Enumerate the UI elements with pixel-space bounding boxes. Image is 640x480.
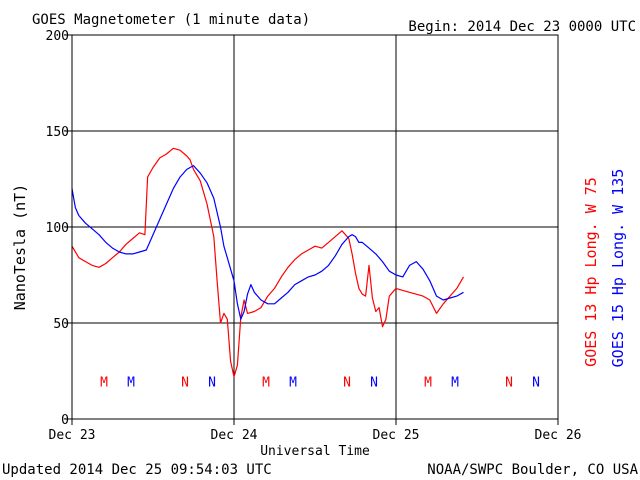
midnight-marker: M [127, 375, 135, 390]
y-tick-label: 0 [61, 413, 69, 428]
noon-marker: N [505, 375, 513, 390]
noon-marker: N [181, 375, 189, 390]
y-axis-label: NanoTesla (nT) [11, 184, 29, 310]
x-tick-label: Dec 26 [535, 428, 582, 443]
x-axis-label: Universal Time [260, 444, 370, 459]
noon-marker: N [343, 375, 351, 390]
legend-goes15: GOES 15 Hp Long. W 135 [609, 169, 627, 368]
x-tick-label: Dec 25 [373, 428, 420, 443]
y-tick-label: 50 [53, 317, 69, 332]
plot-grid [72, 35, 558, 419]
noon-marker: N [532, 375, 540, 390]
midnight-marker: M [262, 375, 270, 390]
updated-time: Updated 2014 Dec 25 09:54:03 UTC [2, 462, 272, 478]
series-line-goes15 [71, 165, 464, 320]
y-tick-label: 100 [46, 221, 69, 236]
x-tick-label: Dec 24 [211, 428, 258, 443]
begin-time: Begin: 2014 Dec 23 0000 UTC [408, 19, 636, 35]
credit-text: NOAA/SWPC Boulder, CO USA [427, 462, 638, 478]
midnight-marker: M [424, 375, 432, 390]
axis-ticks: 0 50 100 150 200 Dec 23 Dec 24 Dec 25 Dec 26 [46, 29, 582, 443]
y-tick-label: 200 [46, 29, 69, 44]
y-tick-label: 150 [46, 125, 69, 140]
midnight-marker: M [100, 375, 108, 390]
noon-marker: N [208, 375, 216, 390]
noon-marker: N [370, 375, 378, 390]
series-line-goes13 [71, 147, 465, 378]
midnight-marker: M [451, 375, 459, 390]
legend-goes13: GOES 13 Hp Long. W 75 [582, 177, 600, 367]
x-tick-label: Dec 23 [49, 428, 96, 443]
chart-title: GOES Magnetometer (1 minute data) [32, 12, 310, 28]
series-lines [71, 147, 465, 378]
plot-frame [71, 34, 559, 420]
midnight-marker: M [289, 375, 297, 390]
